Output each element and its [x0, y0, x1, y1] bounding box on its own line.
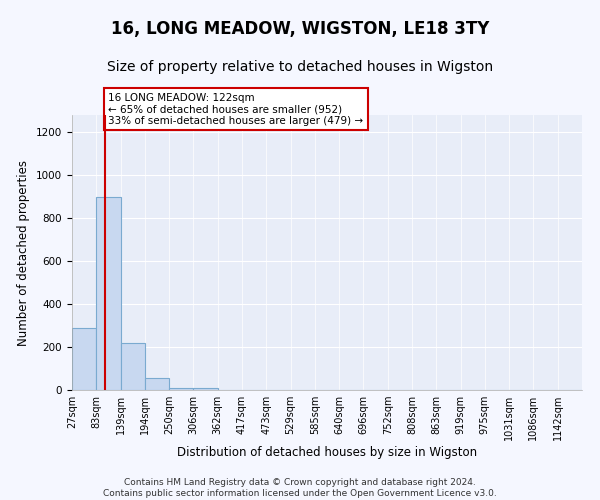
Text: Contains HM Land Registry data © Crown copyright and database right 2024.
Contai: Contains HM Land Registry data © Crown c… [103, 478, 497, 498]
Y-axis label: Number of detached properties: Number of detached properties [17, 160, 31, 346]
Bar [145, 378, 169, 390]
Text: 16, LONG MEADOW, WIGSTON, LE18 3TY: 16, LONG MEADOW, WIGSTON, LE18 3TY [111, 20, 489, 38]
Bar [193, 388, 218, 390]
Bar [72, 328, 96, 390]
X-axis label: Distribution of detached houses by size in Wigston: Distribution of detached houses by size … [177, 446, 477, 459]
Text: 16 LONG MEADOW: 122sqm
← 65% of detached houses are smaller (952)
33% of semi-de: 16 LONG MEADOW: 122sqm ← 65% of detached… [109, 92, 364, 126]
Text: Size of property relative to detached houses in Wigston: Size of property relative to detached ho… [107, 60, 493, 74]
Bar [121, 342, 145, 390]
Bar [96, 196, 121, 390]
Bar [169, 388, 193, 390]
